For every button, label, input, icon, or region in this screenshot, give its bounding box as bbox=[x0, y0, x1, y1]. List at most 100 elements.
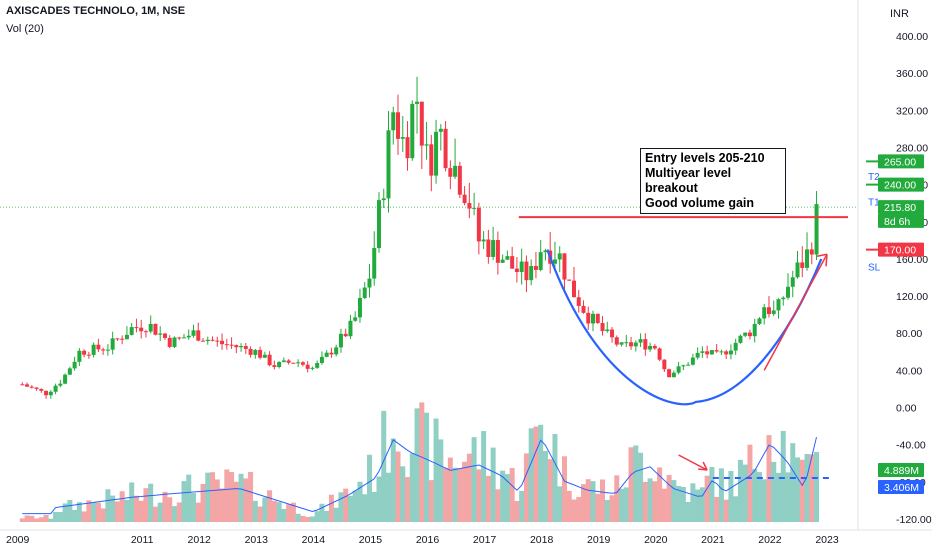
candle-body bbox=[177, 337, 182, 339]
level-label: SL bbox=[868, 262, 881, 273]
candle-body bbox=[272, 365, 277, 368]
y-tick-label: 80.00 bbox=[896, 328, 922, 340]
candle-body bbox=[158, 333, 163, 335]
volume-bar bbox=[737, 459, 743, 522]
candle-body bbox=[324, 352, 329, 357]
candle-body bbox=[457, 165, 462, 195]
volume-bar bbox=[414, 408, 420, 522]
volume-bar bbox=[457, 468, 463, 522]
volume-bar bbox=[305, 516, 311, 522]
candle-body bbox=[167, 337, 172, 347]
candle-body bbox=[224, 344, 229, 346]
candle-body bbox=[728, 350, 733, 355]
volume-bar bbox=[462, 461, 468, 522]
y-tick-label: 360.00 bbox=[896, 68, 928, 80]
candle-body bbox=[800, 262, 805, 268]
candle-body bbox=[143, 331, 148, 333]
price-tag bbox=[878, 200, 924, 215]
y-tick-label: 400.00 bbox=[896, 31, 928, 43]
volume-bar bbox=[119, 491, 125, 522]
candle-body bbox=[338, 333, 343, 348]
candle-body bbox=[557, 253, 562, 260]
volume-bar bbox=[714, 497, 720, 522]
volume-bar bbox=[566, 490, 572, 522]
candle-body bbox=[63, 374, 68, 384]
volume-bar bbox=[186, 474, 192, 522]
volume-bar bbox=[509, 467, 515, 522]
candle-body bbox=[467, 203, 472, 209]
price-tag-label: 265.00 bbox=[884, 156, 916, 168]
candle-body bbox=[714, 350, 719, 352]
volume-bar bbox=[538, 424, 544, 522]
candle-body bbox=[519, 261, 524, 273]
candle-body bbox=[733, 342, 738, 351]
candle-body bbox=[486, 239, 491, 257]
candle-body bbox=[434, 131, 439, 176]
volume-bar bbox=[785, 472, 791, 522]
candle-body bbox=[239, 346, 244, 348]
volume-bar bbox=[338, 492, 344, 522]
volume-bar bbox=[38, 517, 44, 522]
candle-body bbox=[600, 323, 605, 332]
volume-bar bbox=[324, 510, 330, 522]
volume-bar bbox=[628, 447, 634, 522]
candle-body bbox=[201, 340, 206, 342]
candle-body bbox=[129, 327, 134, 335]
volume-bar bbox=[252, 500, 258, 522]
volume-bar bbox=[167, 497, 173, 522]
candle-body bbox=[624, 342, 629, 344]
volume-indicator-label: Vol (20) bbox=[6, 23, 44, 35]
candle-body bbox=[795, 262, 800, 278]
y-tick-label: -40.00 bbox=[896, 440, 926, 452]
y-tick-label: 0.00 bbox=[896, 403, 917, 415]
volume-bar bbox=[243, 478, 249, 522]
volume-bar bbox=[248, 471, 254, 522]
volume-bar bbox=[224, 469, 230, 522]
candle-body bbox=[286, 360, 291, 363]
candle-body bbox=[396, 112, 401, 139]
candle-body bbox=[77, 350, 82, 362]
candle-body bbox=[686, 364, 691, 366]
volume-bar bbox=[295, 513, 301, 522]
volume-bar bbox=[580, 484, 586, 522]
candle-body bbox=[215, 340, 220, 342]
candle-body bbox=[96, 344, 101, 350]
candle-body bbox=[20, 384, 25, 386]
candle-body bbox=[676, 366, 681, 373]
candle-body bbox=[34, 387, 39, 389]
volume-bar bbox=[747, 444, 753, 522]
candle-body bbox=[576, 297, 581, 306]
candle-body bbox=[757, 318, 762, 324]
candle-body bbox=[500, 259, 505, 263]
candle-body bbox=[101, 349, 106, 351]
candle-body bbox=[567, 279, 572, 281]
volume-bar bbox=[685, 502, 691, 522]
candle-body bbox=[809, 249, 814, 255]
candle-body bbox=[205, 339, 210, 342]
volume-bar bbox=[780, 430, 786, 522]
volume-bar bbox=[804, 454, 810, 522]
volume-bar bbox=[542, 451, 548, 522]
annotation-line-3: Good volume gain bbox=[645, 196, 755, 210]
candle-body bbox=[348, 320, 353, 337]
volume-bar bbox=[62, 503, 68, 522]
candle-body bbox=[105, 349, 110, 351]
candle-body bbox=[134, 327, 139, 329]
candle-body bbox=[305, 364, 310, 369]
volume-bar bbox=[771, 461, 777, 522]
candle-body bbox=[181, 337, 186, 339]
volume-bar bbox=[24, 515, 30, 522]
candle-body bbox=[148, 323, 153, 332]
candle-body bbox=[72, 361, 77, 369]
candle-body bbox=[58, 383, 63, 386]
x-tick-label: 2017 bbox=[473, 534, 497, 546]
volume-tag-label: 3.406M bbox=[884, 482, 919, 494]
volume-bar bbox=[433, 418, 439, 522]
volume-bar bbox=[357, 481, 363, 522]
candle-body bbox=[67, 368, 72, 375]
volume-bar bbox=[552, 433, 558, 522]
candle-body bbox=[262, 354, 267, 358]
x-tick-label: 2012 bbox=[188, 534, 212, 546]
candle-body bbox=[476, 207, 481, 242]
